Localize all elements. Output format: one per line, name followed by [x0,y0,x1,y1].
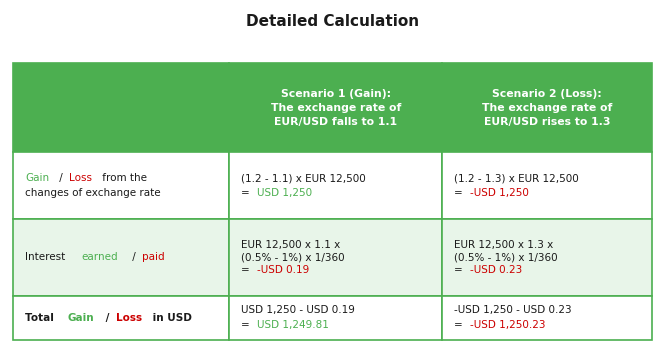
Text: paid: paid [142,252,164,262]
Text: /: / [128,252,139,262]
Text: Scenario 2 (Loss):
The exchange rate of
EUR/USD rises to 1.3: Scenario 2 (Loss): The exchange rate of … [481,89,612,127]
Text: -USD 1,250: -USD 1,250 [469,188,529,198]
Text: Interest: Interest [25,252,68,262]
Text: from the: from the [99,173,147,183]
Bar [442,152,652,219]
Text: Scenario 1 (Gain):
The exchange rate of
EUR/USD falls to 1.1: Scenario 1 (Gain): The exchange rate of … [271,89,401,127]
Bar [13,219,229,296]
Text: (1.2 - 1.1) x EUR 12,500: (1.2 - 1.1) x EUR 12,500 [241,173,366,183]
Text: -USD 0.23: -USD 0.23 [469,265,522,275]
Bar [13,63,229,152]
Text: =: = [454,265,466,275]
Text: EUR 12,500 x 1.1 x: EUR 12,500 x 1.1 x [241,240,340,250]
Text: earned: earned [81,252,118,262]
Text: -USD 1,250 - USD 0.23: -USD 1,250 - USD 0.23 [454,305,572,315]
Text: Detailed Calculation: Detailed Calculation [246,14,419,29]
Text: changes of exchange rate: changes of exchange rate [25,188,161,198]
Bar [442,63,652,152]
Text: =: = [454,320,466,330]
Text: Loss: Loss [116,313,142,323]
Bar [442,296,652,340]
Text: in USD: in USD [150,313,192,323]
Text: =: = [241,188,253,198]
Text: -USD 0.19: -USD 0.19 [257,265,309,275]
Text: =: = [241,265,253,275]
Text: =: = [454,188,466,198]
Bar [229,152,442,219]
Text: USD 1,250: USD 1,250 [257,188,312,198]
Text: USD 1,250 - USD 0.19: USD 1,250 - USD 0.19 [241,305,355,315]
Bar [229,296,442,340]
Text: -USD 1,250.23: -USD 1,250.23 [469,320,545,330]
Text: (1.2 - 1.3) x EUR 12,500: (1.2 - 1.3) x EUR 12,500 [454,173,579,183]
Text: USD 1,249.81: USD 1,249.81 [257,320,329,330]
Text: Total: Total [25,313,58,323]
Text: =: = [241,320,253,330]
Text: Loss: Loss [69,173,92,183]
Text: (0.5% - 1%) x 1/360: (0.5% - 1%) x 1/360 [454,252,558,262]
Bar [13,152,229,219]
Text: Gain: Gain [25,173,49,183]
Bar [229,63,442,152]
Bar [229,219,442,296]
Text: (0.5% - 1%) x 1/360: (0.5% - 1%) x 1/360 [241,252,345,262]
Bar [13,296,229,340]
Text: /: / [102,313,112,323]
Text: Gain: Gain [67,313,94,323]
Bar [442,219,652,296]
Text: EUR 12,500 x 1.3 x: EUR 12,500 x 1.3 x [454,240,553,250]
Text: /: / [57,173,66,183]
